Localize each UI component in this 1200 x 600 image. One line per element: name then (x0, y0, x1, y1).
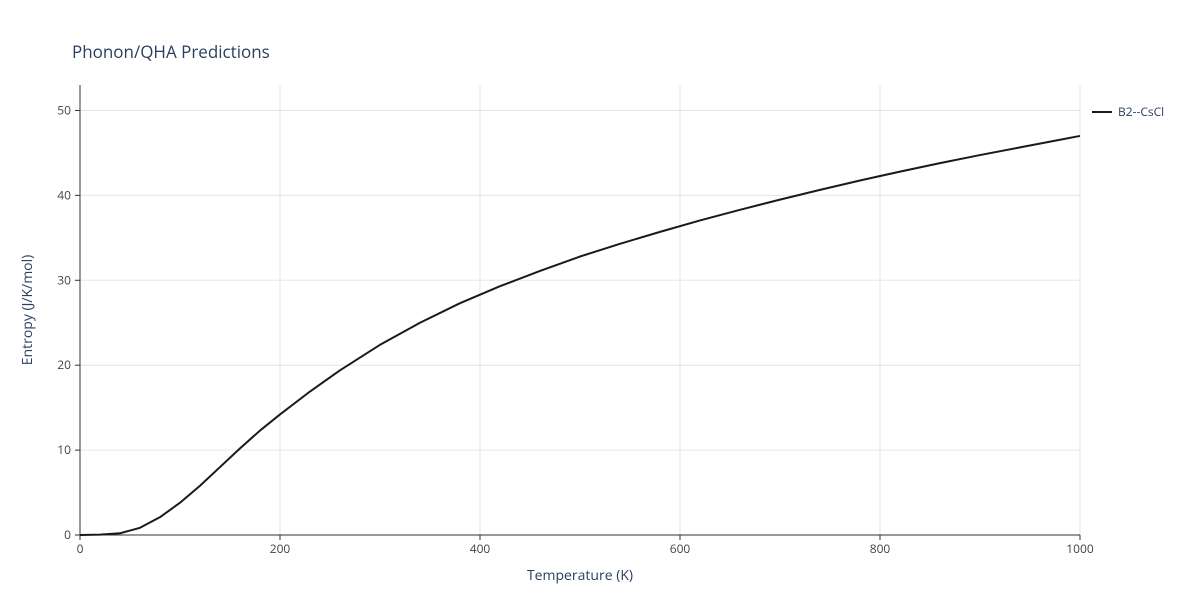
chart-title: Phonon/QHA Predictions (72, 40, 270, 63)
legend: B2--CsCl (1092, 103, 1164, 120)
x-tick-label: 600 (670, 540, 691, 557)
x-tick-label: 0 (77, 540, 84, 557)
y-tick-label: 0 (64, 526, 71, 543)
y-tick-label: 30 (57, 271, 71, 288)
gridlines (80, 85, 1080, 535)
y-axis-label: Entropy (J/K/mol) (18, 255, 37, 366)
chart-svg: 0 200 400 600 800 1000 0 10 20 30 40 50 B2--CsCl Te… (0, 0, 1200, 600)
x-tick-label: 800 (870, 540, 891, 557)
x-tick-label: 200 (270, 540, 291, 557)
y-tick-label: 20 (57, 356, 71, 373)
legend-label: B2--CsCl (1118, 103, 1164, 120)
y-tick-label: 10 (57, 441, 71, 458)
x-tick-label: 400 (470, 540, 491, 557)
axis-ticks: 0 200 400 600 800 1000 0 10 20 30 40 50 (57, 101, 1094, 557)
x-tick-label: 1000 (1066, 540, 1094, 557)
y-tick-label: 40 (57, 186, 71, 203)
x-axis-label: Temperature (K) (527, 566, 633, 585)
axes (80, 85, 1080, 535)
y-tick-label: 50 (57, 101, 71, 118)
chart-container: Phonon/QHA Predictions 02004006008001000… (0, 0, 1200, 600)
